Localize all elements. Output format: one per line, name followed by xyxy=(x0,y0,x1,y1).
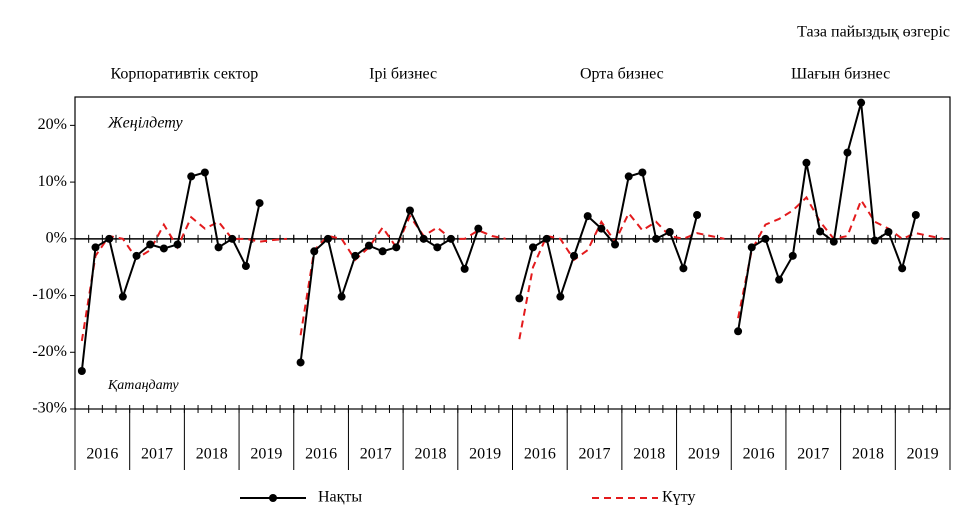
x-tick-label: 2018 xyxy=(196,446,228,463)
point xyxy=(433,243,442,252)
point xyxy=(378,247,387,256)
point xyxy=(638,168,647,177)
point xyxy=(446,234,455,243)
x-tick-label: 2019 xyxy=(688,446,720,463)
point xyxy=(515,294,524,303)
y-tick-label: 0% xyxy=(46,229,67,246)
x-tick-label: 2018 xyxy=(633,446,665,463)
point xyxy=(187,172,196,181)
point xyxy=(693,210,702,219)
point xyxy=(761,234,770,243)
point xyxy=(214,243,223,252)
annotation: Жеңілдету xyxy=(107,115,183,132)
point xyxy=(788,251,797,260)
legend-label: Күту xyxy=(662,489,695,506)
point xyxy=(624,172,633,181)
x-tick-label: 2016 xyxy=(86,446,118,463)
point xyxy=(173,240,182,249)
point xyxy=(364,241,373,250)
point xyxy=(310,247,319,256)
y-tick-label: -20% xyxy=(32,343,67,360)
x-tick-label: 2016 xyxy=(743,446,775,463)
point xyxy=(91,243,100,252)
x-tick-label: 2019 xyxy=(907,446,939,463)
point xyxy=(118,292,127,301)
x-tick-label: 2016 xyxy=(524,446,556,463)
point xyxy=(816,227,825,236)
panel-title: Орта бизнес xyxy=(580,66,664,83)
x-tick-label: 2017 xyxy=(579,446,611,463)
series-line xyxy=(299,214,506,336)
y-tick-label: 10% xyxy=(38,173,67,190)
series-line xyxy=(80,215,287,342)
x-tick-label: 2018 xyxy=(852,446,884,463)
point xyxy=(392,243,401,252)
point xyxy=(570,251,579,260)
x-tick-label: 2019 xyxy=(469,446,501,463)
point xyxy=(159,244,168,253)
x-tick-label: 2017 xyxy=(360,446,392,463)
point xyxy=(542,234,551,243)
point xyxy=(857,98,866,107)
point xyxy=(597,224,606,233)
point xyxy=(460,264,469,273)
point xyxy=(556,292,565,301)
point xyxy=(870,236,879,245)
point xyxy=(583,212,592,221)
point xyxy=(652,234,661,243)
panel-title: Корпоративтік сектор xyxy=(110,66,258,83)
point xyxy=(228,234,237,243)
y-tick-label: -10% xyxy=(32,286,67,303)
point xyxy=(351,251,360,260)
x-tick-label: 2018 xyxy=(414,446,446,463)
y-tick-label: 20% xyxy=(38,116,67,133)
legend-label: Нақты xyxy=(318,489,362,506)
point xyxy=(323,234,332,243)
panel-title: Ірі бизнес xyxy=(369,66,437,83)
series-line xyxy=(80,171,261,372)
point xyxy=(241,262,250,271)
x-tick-label: 2017 xyxy=(797,446,829,463)
point xyxy=(679,264,688,273)
point xyxy=(132,251,141,260)
panel-title: Шағын бизнес xyxy=(791,66,890,83)
point xyxy=(529,243,538,252)
point xyxy=(734,327,743,336)
x-tick-label: 2019 xyxy=(250,446,282,463)
point xyxy=(911,210,920,219)
point xyxy=(898,264,907,273)
series-line xyxy=(737,102,917,332)
point xyxy=(474,224,483,233)
series-line xyxy=(299,207,480,363)
point xyxy=(146,240,155,249)
point xyxy=(419,234,428,243)
point xyxy=(255,199,264,208)
point xyxy=(775,275,784,284)
x-tick-label: 2016 xyxy=(305,446,337,463)
point xyxy=(105,234,114,243)
y-tick-label: -30% xyxy=(32,400,67,417)
point xyxy=(747,243,756,252)
series-line xyxy=(737,195,944,319)
point xyxy=(296,358,305,367)
point xyxy=(829,237,838,246)
plot-frame xyxy=(74,96,951,410)
point xyxy=(884,228,893,237)
point xyxy=(665,228,674,237)
point xyxy=(77,366,86,375)
point xyxy=(337,292,346,301)
series-line xyxy=(518,211,725,340)
x-tick-label: 2017 xyxy=(141,446,173,463)
point xyxy=(843,148,852,157)
point xyxy=(405,206,414,215)
chart-title: Таза пайыздық өзгеріс xyxy=(797,24,950,41)
annotation: Қатаңдату xyxy=(107,378,179,393)
point xyxy=(802,158,811,167)
legend-marker xyxy=(269,494,277,502)
point xyxy=(611,240,620,249)
point xyxy=(200,168,209,177)
